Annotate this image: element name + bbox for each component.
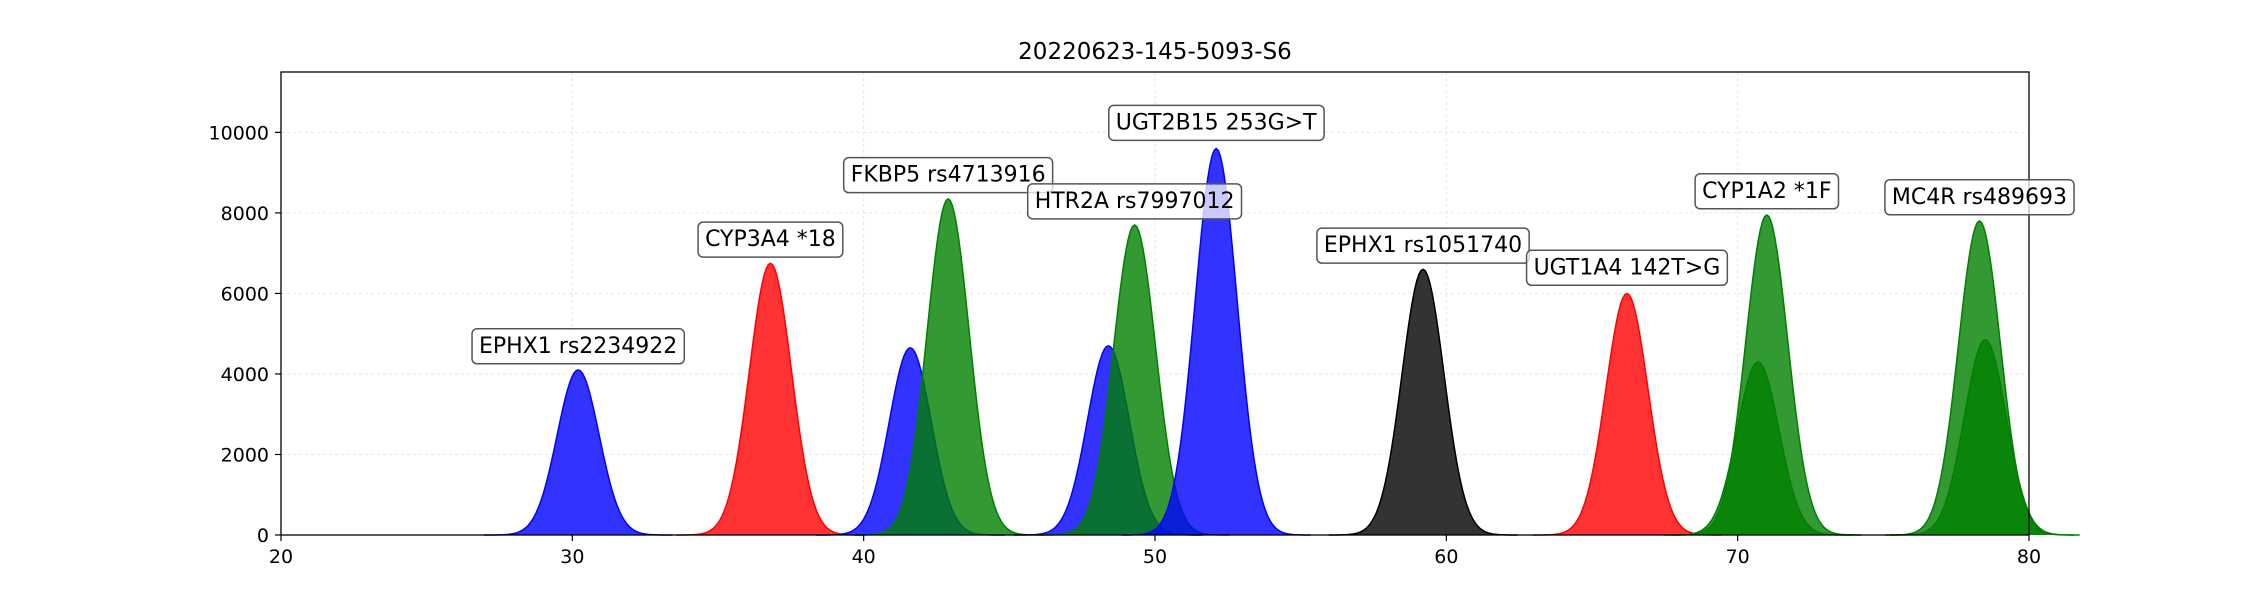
- peak-outline-green: [1890, 338, 2080, 536]
- annotation-label: HTR2A rs7997012: [1026, 183, 1243, 220]
- chart-title: 20220623-145-5093-S6: [1018, 39, 1292, 65]
- peak-outline-blue: [483, 369, 673, 536]
- annotation-label: UGT2B15 253G>T: [1108, 104, 1325, 142]
- annotation-box: [1026, 183, 1243, 220]
- axes: 20 30 40 50 60 70 80 0 2000 4000 6000 8000 10000: [209, 71, 2041, 568]
- annotation-text: FKBP5 rs4713916: [851, 163, 1046, 188]
- annotation-label: MC4R rs489693: [1884, 179, 2075, 216]
- annotation-label: CYP1A2 *1F: [1694, 173, 1840, 210]
- annotation-label: FKBP5 rs4713916: [842, 156, 1054, 194]
- annotation-text: UGT1A4 142T>G: [1534, 255, 1721, 280]
- y-tick-label: 6000: [221, 283, 269, 305]
- x-tick-label: 70: [1726, 546, 1750, 568]
- peak-green: [1672, 214, 1862, 535]
- peak-outline-black: [1328, 268, 1518, 536]
- annotation-label: UGT1A4 142T>G: [1525, 249, 1729, 287]
- y-tick-label: 2000: [221, 444, 269, 466]
- y-tick-label: 0: [257, 525, 269, 547]
- annotation-text: EPHX1 rs2234922: [479, 334, 677, 359]
- annotation-box: [1316, 227, 1530, 264]
- x-tick-label: 80: [2017, 546, 2041, 568]
- peak-red: [676, 263, 865, 535]
- annotation-label: EPHX1 rs1051740: [1316, 227, 1530, 264]
- peak-outline-green: [853, 197, 1043, 536]
- peak-blue: [815, 347, 1005, 535]
- x-tick-label: 50: [1143, 546, 1167, 568]
- annotation-text: CYP3A4 *18: [705, 227, 836, 252]
- annotation-box: [842, 156, 1054, 194]
- peaks: [483, 147, 2080, 536]
- peak-red: [1532, 293, 1722, 535]
- annotation-text: HTR2A rs7997012: [1035, 189, 1235, 214]
- x-tick-label: 20: [269, 546, 293, 568]
- peak-green: [1890, 339, 2080, 535]
- x-tick-label: 60: [1434, 546, 1458, 568]
- annotation-box: [1525, 249, 1729, 287]
- peak-outline-green: [1672, 213, 1862, 536]
- annotation-box: [1884, 179, 2075, 216]
- peak-blue: [1121, 148, 1311, 535]
- peak-black: [1328, 269, 1518, 535]
- peak-outline-red: [1532, 292, 1722, 536]
- y-tick-label: 4000: [221, 364, 269, 386]
- peak-outline-blue: [1121, 147, 1311, 536]
- annotation-box: [1694, 173, 1840, 210]
- annotation-text: CYP1A2 *1F: [1702, 179, 1831, 204]
- annotation-text: MC4R rs489693: [1892, 185, 2067, 210]
- y-tick-label: 10000: [209, 122, 269, 144]
- annotation-box: [697, 221, 844, 258]
- peak-outline-red: [676, 262, 865, 536]
- x-tick-label: 40: [852, 546, 876, 568]
- annotation-box: [1108, 104, 1325, 142]
- peak-blue: [483, 369, 673, 535]
- peak-green: [853, 198, 1043, 535]
- annotation-box: [471, 328, 686, 365]
- x-tick-label: 30: [560, 546, 584, 568]
- annotation-text: EPHX1 rs1051740: [1324, 233, 1522, 258]
- peak-green: [1040, 224, 1229, 536]
- y-tick-label: 8000: [221, 203, 269, 225]
- annotation-label: EPHX1 rs2234922: [471, 328, 686, 365]
- annotation-text: UGT2B15 253G>T: [1116, 110, 1317, 135]
- annotations: EPHX1 rs2234922 CYP3A4 *18 FKBP5 rs4713916…: [471, 104, 2075, 365]
- annotation-label: CYP3A4 *18: [697, 221, 844, 258]
